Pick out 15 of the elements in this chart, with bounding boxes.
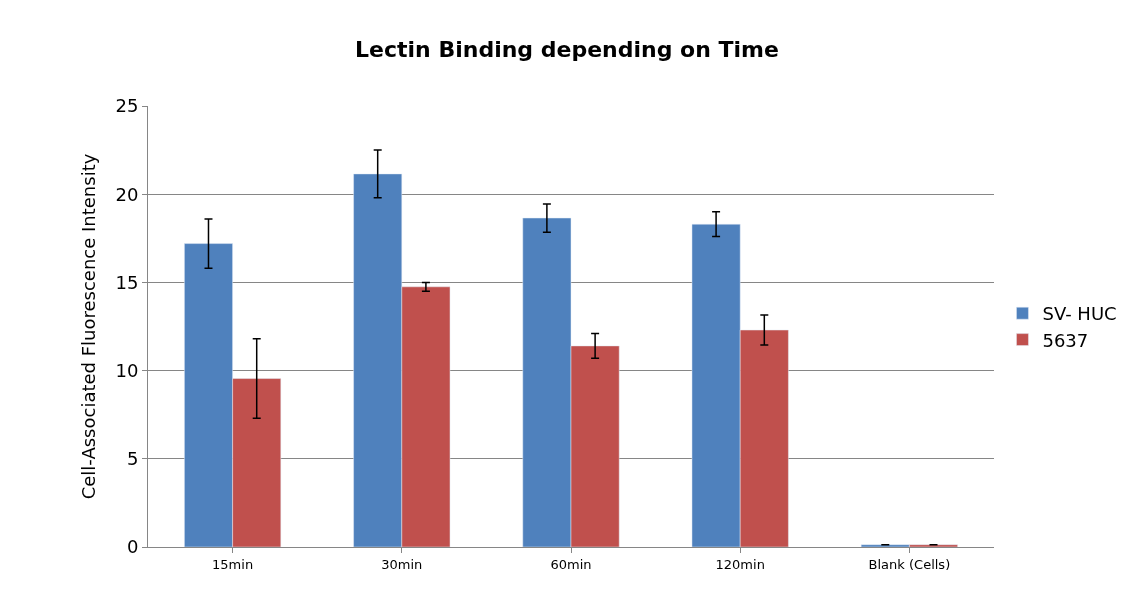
y-tick-label: 5: [126, 448, 139, 470]
x-tick-label: 120min: [715, 556, 765, 572]
y-axis-title: Cell-Associated Fluorescence Intensity: [77, 153, 99, 500]
y-tick-label: 15: [115, 271, 139, 293]
y-tick-label: 20: [115, 183, 139, 205]
x-tick-label: 15min: [212, 556, 254, 572]
chart-title: Lectin Binding depending on Time: [355, 36, 779, 62]
y-tick-label: 25: [115, 95, 139, 117]
legend-label: SV- HUC: [1042, 303, 1117, 325]
x-tick-label: Blank (Cells): [868, 556, 951, 572]
y-tick-label: 0: [126, 536, 139, 558]
y-tick-label: 10: [115, 359, 139, 381]
legend-label: 5637: [1042, 329, 1089, 351]
x-tick-label: 60min: [550, 556, 592, 572]
x-tick-label: 30min: [381, 556, 423, 572]
